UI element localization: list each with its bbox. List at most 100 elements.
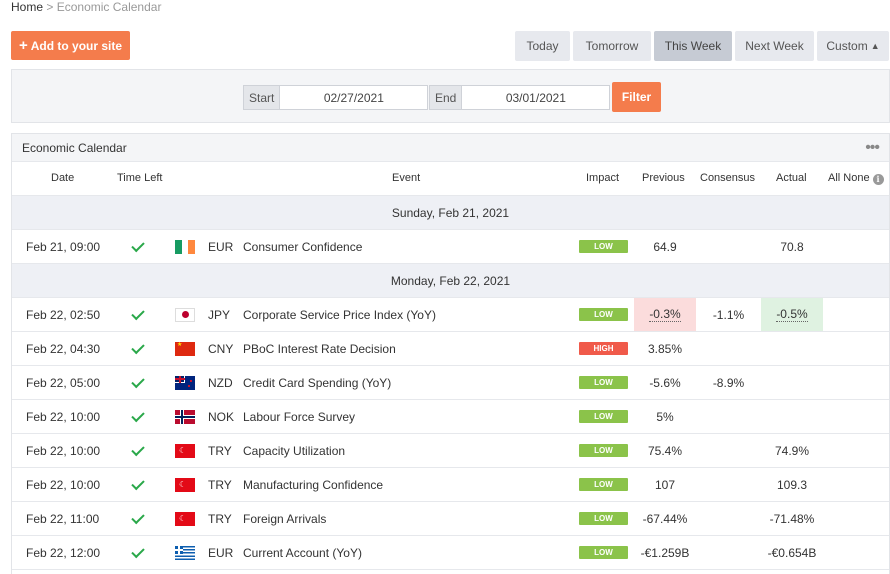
previous-cell: -67.44% (634, 502, 696, 535)
previous-cell: 75.4% (634, 434, 696, 467)
breadcrumb-home-link[interactable]: Home (11, 0, 44, 14)
check-icon (131, 468, 145, 501)
start-date-input[interactable]: 02/27/2021 (280, 85, 429, 110)
flag-icon (175, 536, 195, 569)
event-row[interactable]: Feb 22, 04:30 ★ CNY PBoC Interest Rate D… (12, 332, 889, 366)
more-dots-icon[interactable]: ••• (865, 139, 880, 156)
tab-custom[interactable]: Custom ▲ (817, 31, 889, 61)
previous-value: 107 (654, 477, 676, 492)
previous-cell: -€1.259B (634, 536, 696, 569)
add-to-your-site-button[interactable]: + Add to your site (11, 31, 130, 60)
tab-today-label: Today (526, 39, 559, 53)
event-row[interactable]: Feb 22, 12:00 EUR Current Account (YoY) … (12, 536, 889, 570)
event-currency: TRY (208, 443, 232, 458)
date-range-tabs: Today Tomorrow This Week Next Week Custo… (515, 31, 889, 61)
event-row[interactable]: Feb 21, 09:00 EUR Consumer Confidence LO… (12, 230, 889, 264)
previous-value: -0.3% (649, 306, 681, 322)
column-impact[interactable]: Impact (586, 172, 620, 184)
consensus-cell (697, 502, 760, 535)
check-icon (131, 332, 145, 365)
breadcrumb-separator: > (46, 0, 54, 14)
event-name[interactable]: PBoC Interest Rate Decision (243, 341, 396, 356)
column-time-left[interactable]: Time Left (117, 172, 163, 184)
event-date: Feb 22, 11:00 (26, 511, 100, 526)
event-date: Feb 22, 10:00 (26, 409, 101, 424)
check-icon (131, 536, 145, 569)
event-name[interactable]: Foreign Arrivals (243, 511, 327, 526)
impact-badge: LOW (579, 410, 628, 423)
check-icon (131, 434, 145, 467)
column-event[interactable]: Event (392, 172, 421, 184)
tab-tomorrow[interactable]: Tomorrow (573, 31, 651, 61)
event-row[interactable]: Feb 22, 05:00 NZD Credit Card Spending (… (12, 366, 889, 400)
tab-today[interactable]: Today (515, 31, 570, 61)
impact-badge: LOW (579, 546, 628, 559)
end-date-label: End (429, 85, 463, 110)
info-icon[interactable]: i (872, 174, 884, 185)
actual-cell: -€0.654B (761, 536, 823, 569)
all-none-label: All None (828, 172, 870, 184)
event-row[interactable]: Feb 22, 10:00 NOK Labour Force Survey LO… (12, 400, 889, 434)
actual-value: -0.5% (776, 306, 808, 322)
previous-value: 3.85% (647, 341, 683, 356)
consensus-cell (697, 468, 760, 501)
check-icon (131, 230, 145, 263)
breadcrumb-current: Economic Calendar (56, 0, 162, 14)
impact-badge: LOW (579, 478, 628, 491)
impact-cell: LOW (579, 400, 628, 433)
actual-value: 70.8 (780, 239, 804, 254)
column-date[interactable]: Date (51, 172, 75, 184)
event-name[interactable]: Current Account (YoY) (243, 545, 362, 560)
event-name[interactable]: Manufacturing Confidence (243, 477, 384, 492)
event-date: Feb 22, 12:00 (26, 545, 101, 560)
previous-value: 75.4% (647, 443, 683, 458)
event-name[interactable]: Capacity Utilization (243, 443, 346, 458)
event-date: Feb 22, 10:00 (26, 477, 101, 492)
event-date: Feb 22, 10:00 (26, 443, 101, 458)
end-date-group: End 03/01/2021 (429, 85, 611, 110)
actual-cell (761, 366, 823, 399)
previous-cell: -5.6% (634, 366, 696, 399)
event-row[interactable]: Feb 22, 02:50 JPY Corporate Service Pric… (12, 298, 889, 332)
consensus-cell (697, 434, 760, 467)
actual-cell: 109.3 (761, 468, 823, 501)
tab-this-week[interactable]: This Week (654, 31, 732, 61)
actual-cell (761, 400, 823, 433)
calendar-rows: Sunday, Feb 21, 2021 Feb 21, 09:00 EUR C… (12, 196, 889, 570)
event-row[interactable]: Feb 22, 11:00 ☾ TRY Foreign Arrivals LOW… (12, 502, 889, 536)
day-header-row: Sunday, Feb 21, 2021 (12, 196, 889, 230)
flag-icon (175, 366, 195, 399)
tab-custom-label: Custom (826, 39, 868, 53)
tab-next-week-label: Next Week (745, 39, 804, 53)
consensus-cell (697, 332, 760, 365)
actual-cell: -71.48% (761, 502, 823, 535)
event-name[interactable]: Credit Card Spending (YoY) (243, 375, 392, 390)
previous-value: -€1.259B (640, 545, 690, 560)
event-name[interactable]: Labour Force Survey (243, 409, 356, 424)
previous-cell: 3.85% (634, 332, 696, 365)
event-date: Feb 22, 02:50 (26, 307, 101, 322)
event-name[interactable]: Consumer Confidence (243, 239, 363, 254)
impact-cell: LOW (579, 434, 628, 467)
column-previous[interactable]: Previous (642, 172, 685, 184)
day-header-row: Monday, Feb 22, 2021 (12, 264, 889, 298)
event-row[interactable]: Feb 22, 10:00 ☾ TRY Capacity Utilization… (12, 434, 889, 468)
tab-next-week[interactable]: Next Week (735, 31, 814, 61)
column-actual[interactable]: Actual (776, 172, 807, 184)
event-date: Feb 22, 05:00 (26, 375, 101, 390)
filter-button[interactable]: Filter (612, 82, 661, 112)
column-consensus[interactable]: Consensus (700, 172, 756, 184)
event-date: Feb 21, 09:00 (26, 239, 101, 254)
impact-cell: LOW (579, 502, 628, 535)
end-date-input[interactable]: 03/01/2021 (462, 85, 611, 110)
consensus-cell (697, 400, 760, 433)
event-name[interactable]: Corporate Service Price Index (YoY) (243, 307, 436, 322)
impact-cell: LOW (579, 536, 628, 569)
impact-badge: LOW (579, 308, 628, 321)
all-none-toggle[interactable]: All None i (828, 172, 884, 185)
consensus-cell: -1.1% (697, 298, 760, 331)
check-icon (131, 366, 145, 399)
event-row[interactable]: Feb 22, 10:00 ☾ TRY Manufacturing Confid… (12, 468, 889, 502)
date-filter-bar: Start 02/27/2021 End 03/01/2021 Filter (11, 69, 890, 123)
flag-icon (175, 400, 195, 433)
